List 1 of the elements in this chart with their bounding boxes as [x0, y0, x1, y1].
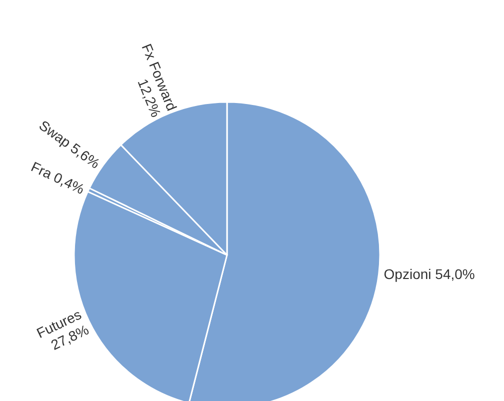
slice-label: Opzioni 54,0%: [384, 266, 475, 282]
